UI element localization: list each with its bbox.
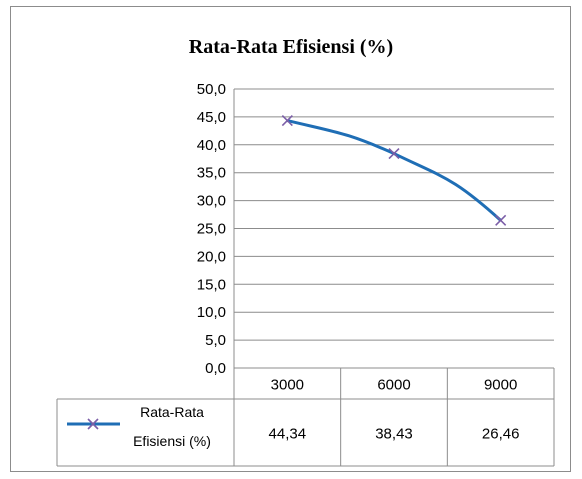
x-category-label: 6000 — [377, 377, 410, 394]
table-value: 38,43 — [375, 426, 413, 443]
y-tick-label: 10,0 — [197, 304, 226, 321]
y-tick-label: 40,0 — [197, 137, 226, 154]
x-category-label: 3000 — [271, 377, 304, 394]
y-tick-label: 45,0 — [197, 109, 226, 126]
chart-title: Rata-Rata Efisiensi (%) — [188, 36, 394, 58]
y-tick-label: 20,0 — [197, 248, 226, 265]
y-tick-label: 35,0 — [197, 165, 226, 182]
y-tick-label: 15,0 — [197, 276, 226, 293]
data-point-marker — [495, 214, 507, 226]
y-tick-label: 30,0 — [197, 193, 226, 210]
y-tick-label: 5,0 — [205, 332, 226, 349]
series-line — [286, 119, 502, 222]
data-point-marker — [388, 147, 400, 160]
y-tick-label: 25,0 — [197, 221, 226, 238]
table-value: 44,34 — [269, 426, 307, 443]
legend-label-line: Rata-Rata — [140, 404, 204, 420]
table-value: 26,46 — [482, 426, 520, 443]
y-tick-label: 50,0 — [197, 81, 226, 98]
legend-marker — [87, 418, 99, 430]
legend-label-line: Efisiensi (%) — [133, 433, 211, 449]
data-point-marker — [281, 115, 293, 127]
x-category-label: 9000 — [484, 377, 517, 394]
y-tick-label: 0,0 — [205, 360, 226, 377]
chart-frame — [10, 6, 571, 472]
